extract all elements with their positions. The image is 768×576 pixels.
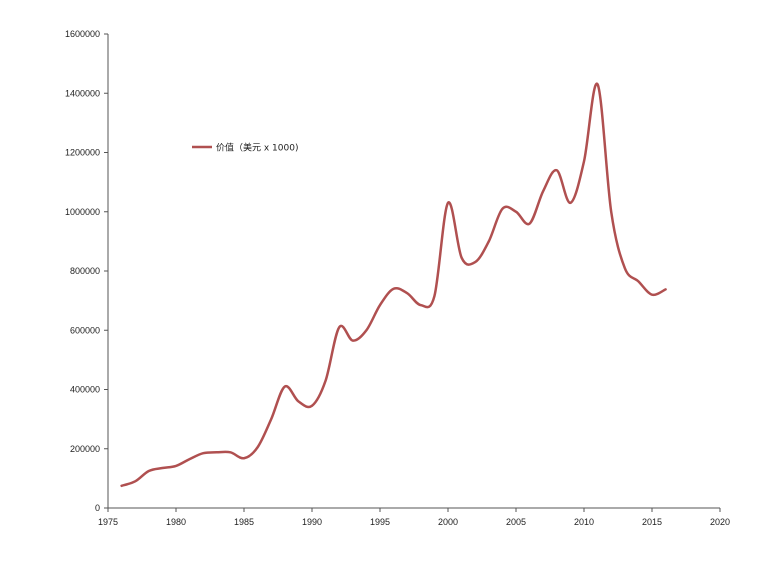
y-tick-label: 800000: [70, 266, 100, 276]
x-tick-label: 1975: [98, 517, 118, 527]
x-tick-label: 1990: [302, 517, 322, 527]
series-line: [120, 82, 667, 488]
y-tick-label: 400000: [70, 385, 100, 395]
legend: 价值（美元 x 1000): [192, 142, 298, 154]
y-axis: 0 200000 400000 600000 800000 1000000 1200000 1…: [65, 29, 109, 513]
legend-label: 价值（美元 x 1000): [216, 142, 298, 154]
y-tick-label: 1200000: [65, 148, 100, 158]
y-tick-label: 600000: [70, 325, 100, 335]
y-tick-label: 1000000: [65, 207, 100, 217]
y-tick-label: 1400000: [65, 88, 100, 98]
y-tick-label: 0: [95, 503, 100, 513]
y-tick-label: 200000: [70, 444, 100, 454]
x-tick-label: 1995: [370, 517, 390, 527]
x-tick-label: 2000: [438, 517, 458, 527]
x-tick-label: 1980: [166, 517, 186, 527]
x-tick-label: 2005: [506, 517, 526, 527]
x-tick-label: 1985: [234, 517, 254, 527]
series-layer: [120, 82, 667, 488]
y-tick-label: 1600000: [65, 29, 100, 39]
x-tick-label: 2020: [710, 517, 730, 527]
x-axis: 1975 1980 1985 1990 1995 2000 2005 2010 2015 2020: [98, 507, 730, 527]
x-tick-label: 2010: [574, 517, 594, 527]
x-tick-label: 2015: [642, 517, 662, 527]
